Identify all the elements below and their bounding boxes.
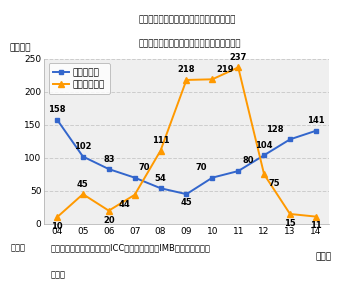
Line: ソマリア周辺: ソマリア周辺 <box>54 64 319 220</box>
Text: 75: 75 <box>268 179 280 188</box>
Text: 80: 80 <box>242 156 254 166</box>
Text: 44: 44 <box>119 200 131 209</box>
Text: ソマリア沖・アデン渾における海賣等事案: ソマリア沖・アデン渾における海賣等事案 <box>139 15 236 24</box>
東南アジア <box>262 154 266 157</box>
東南アジア <box>81 155 85 158</box>
ソマリア周辺 <box>184 78 188 82</box>
Line: 東南アジア: 東南アジア <box>55 117 318 197</box>
Text: 111: 111 <box>152 136 170 145</box>
Text: 20: 20 <box>103 216 115 224</box>
Text: 128: 128 <box>265 125 283 134</box>
ソマリア周辺 <box>262 173 266 176</box>
Text: 218: 218 <box>178 65 195 74</box>
ソマリア周辺 <box>133 193 137 197</box>
Text: （年）: （年） <box>316 252 332 261</box>
Text: 83: 83 <box>103 154 115 164</box>
ソマリア周辺 <box>107 209 111 212</box>
Text: 158: 158 <box>48 105 66 114</box>
ソマリア周辺 <box>81 192 85 196</box>
Text: 104: 104 <box>255 141 273 150</box>
Text: 45: 45 <box>181 198 192 207</box>
Text: 70: 70 <box>195 163 207 172</box>
Text: の発生状況（東南アジア発生件数との比較）: の発生状況（東南アジア発生件数との比較） <box>139 39 241 48</box>
Text: 219: 219 <box>217 65 234 74</box>
東南アジア <box>210 176 214 179</box>
Text: （件数）: （件数） <box>10 43 32 52</box>
ソマリア周辺 <box>55 216 59 219</box>
Legend: 東南アジア, ソマリア周辺: 東南アジア, ソマリア周辺 <box>48 63 110 94</box>
Text: （注）: （注） <box>10 243 25 252</box>
Text: よる。: よる。 <box>51 271 66 280</box>
Text: 237: 237 <box>230 53 247 62</box>
Text: 102: 102 <box>74 142 92 151</box>
ソマリア周辺 <box>210 77 214 81</box>
東南アジア <box>184 192 188 196</box>
ソマリア周辺 <box>159 149 163 152</box>
Text: 54: 54 <box>155 174 166 183</box>
Text: 141: 141 <box>307 116 325 125</box>
Text: 70: 70 <box>139 163 150 172</box>
Text: 10: 10 <box>51 222 63 231</box>
Text: 45: 45 <box>77 180 89 189</box>
東南アジア <box>107 167 111 171</box>
東南アジア <box>159 187 163 190</box>
ソマリア周辺 <box>288 212 292 216</box>
Text: 資料は、国際商業会議所（ICC）国際海事局（IMB）のレポートに: 資料は、国際商業会議所（ICC）国際海事局（IMB）のレポートに <box>51 243 211 252</box>
ソマリア周辺 <box>314 215 318 218</box>
ソマリア周辺 <box>236 66 240 69</box>
Text: 11: 11 <box>310 222 322 230</box>
Text: 15: 15 <box>284 219 296 228</box>
Text: 図表Ⅲ-3-2-1: 図表Ⅲ-3-2-1 <box>33 22 97 34</box>
東南アジア <box>133 176 137 179</box>
東南アジア <box>236 169 240 173</box>
東南アジア <box>288 138 292 141</box>
東南アジア <box>55 118 59 121</box>
東南アジア <box>314 129 318 133</box>
